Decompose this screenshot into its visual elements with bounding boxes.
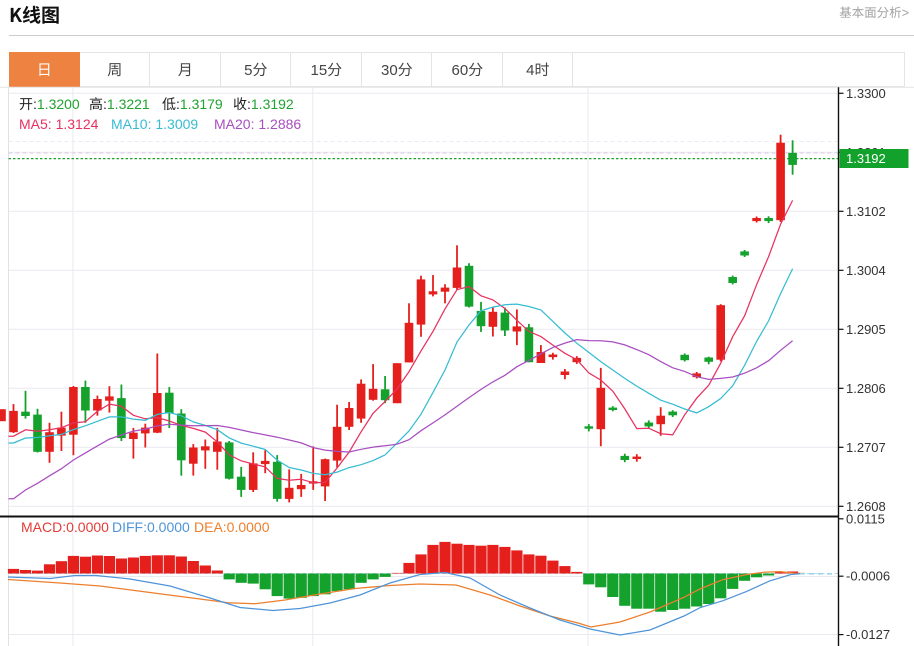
svg-text:15: 15 (311, 62, 328, 79)
svg-text:1.3004: 1.3004 (846, 263, 886, 278)
svg-text:1.3102: 1.3102 (846, 204, 886, 219)
svg-text:60: 60 (452, 62, 469, 79)
svg-text:30: 30 (381, 62, 398, 79)
svg-text::1.3179: :1.3179 (176, 96, 223, 112)
svg-text:4: 4 (526, 62, 534, 79)
svg-text::1.3221: :1.3221 (103, 96, 150, 112)
svg-text::1.3200: :1.3200 (33, 96, 80, 112)
svg-text:1.3192: 1.3192 (846, 151, 886, 166)
svg-text:-0.0006: -0.0006 (846, 569, 890, 584)
svg-text:0.0115: 0.0115 (846, 511, 885, 526)
svg-text:1.2806: 1.2806 (846, 381, 886, 396)
svg-text:1.2905: 1.2905 (846, 322, 886, 337)
svg-text:1.2707: 1.2707 (846, 440, 886, 455)
svg-text::1.3192: :1.3192 (247, 96, 294, 112)
svg-text:>: > (902, 6, 909, 20)
svg-text:1.2608: 1.2608 (846, 499, 886, 514)
svg-text:1.3300: 1.3300 (846, 86, 886, 101)
svg-text:-0.0127: -0.0127 (846, 627, 890, 642)
svg-text:5: 5 (244, 62, 252, 79)
